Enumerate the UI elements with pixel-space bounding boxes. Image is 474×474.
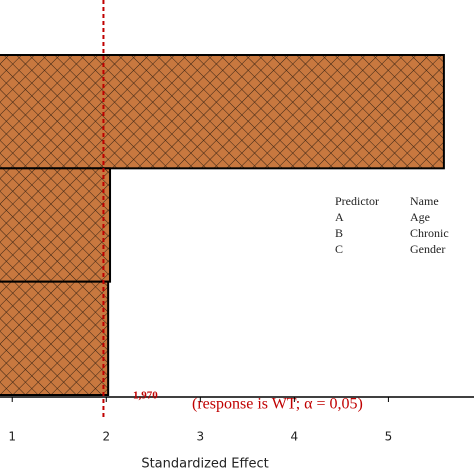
x-tick-label: 2 bbox=[102, 430, 110, 444]
legend-cell: C bbox=[335, 242, 343, 256]
bar-hatch bbox=[0, 167, 112, 283]
reference-label: 1,970 bbox=[133, 390, 158, 402]
legend-cell: B bbox=[335, 226, 343, 240]
x-tick-label: 3 bbox=[197, 430, 205, 444]
legend-header: Predictor bbox=[335, 194, 379, 208]
legend-cell: Chronic bbox=[410, 226, 449, 240]
x-tick-label: 1 bbox=[8, 430, 16, 444]
x-tick-label: 4 bbox=[291, 430, 299, 444]
x-axis-label: Standardized Effect bbox=[141, 457, 268, 472]
legend-header: Name bbox=[410, 194, 439, 208]
legend-cell: Gender bbox=[410, 242, 445, 256]
bar-hatch bbox=[0, 280, 110, 396]
bar-hatch bbox=[0, 54, 445, 170]
legend-cell: A bbox=[335, 210, 344, 224]
x-tick-label: 5 bbox=[385, 430, 393, 444]
annotation: (response is WT; α = 0,05) bbox=[192, 396, 363, 413]
legend-cell: Age bbox=[410, 210, 430, 224]
